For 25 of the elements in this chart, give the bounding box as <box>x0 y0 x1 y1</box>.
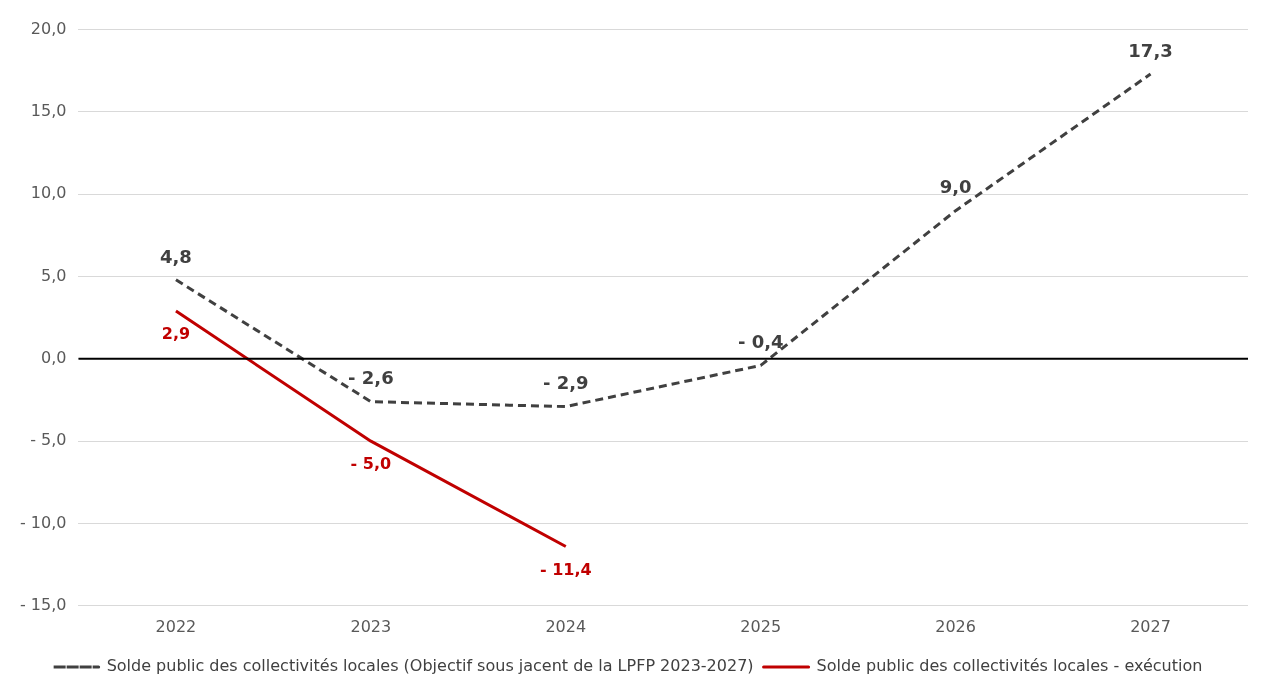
y-tick-label: 20,0 <box>30 18 67 38</box>
y-tick-label: - 5,0 <box>30 430 67 450</box>
data-label: - 2,6 <box>348 367 394 389</box>
x-tick-label: 2025 <box>740 616 782 636</box>
y-tick-label: - 15,0 <box>20 594 67 614</box>
data-label: - 5,0 <box>350 454 392 474</box>
data-label: - 0,4 <box>737 331 784 353</box>
y-tick-label: - 10,0 <box>20 512 67 532</box>
y-tick-label: 15,0 <box>30 101 67 121</box>
data-label: 2,9 <box>161 324 191 344</box>
x-tick-label: 2026 <box>935 616 976 636</box>
data-label: 4,8 <box>160 245 192 267</box>
legend-label: Solde public des collectivités locales (Objectif sous jacent de la LPFP 2023-2027) <box>106 656 754 676</box>
data-label: 9,0 <box>939 176 972 198</box>
x-tick-label: 2023 <box>350 616 392 636</box>
x-tick-label: 2024 <box>545 616 587 636</box>
legend-label: Solde public des collectivités locales - exécution <box>816 656 1203 676</box>
data-label: - 11,4 <box>539 559 592 579</box>
data-label: 17,3 <box>1128 39 1173 61</box>
y-tick-label: 5,0 <box>41 265 67 285</box>
y-tick-label: 10,0 <box>30 183 67 203</box>
data-label: - 2,9 <box>542 372 589 394</box>
x-tick-label: 2027 <box>1130 616 1171 636</box>
x-tick-label: 2022 <box>155 616 197 636</box>
y-tick-label: 0,0 <box>41 348 67 368</box>
